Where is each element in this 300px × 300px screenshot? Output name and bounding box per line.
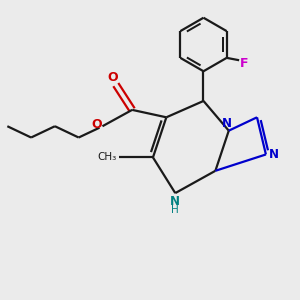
Text: CH₃: CH₃ [97,152,116,162]
Text: N: N [222,117,232,130]
Text: O: O [107,71,118,84]
Text: H: H [171,205,179,215]
Text: N: N [170,195,180,208]
Text: O: O [92,118,102,131]
Text: F: F [240,57,249,70]
Text: N: N [269,148,279,161]
